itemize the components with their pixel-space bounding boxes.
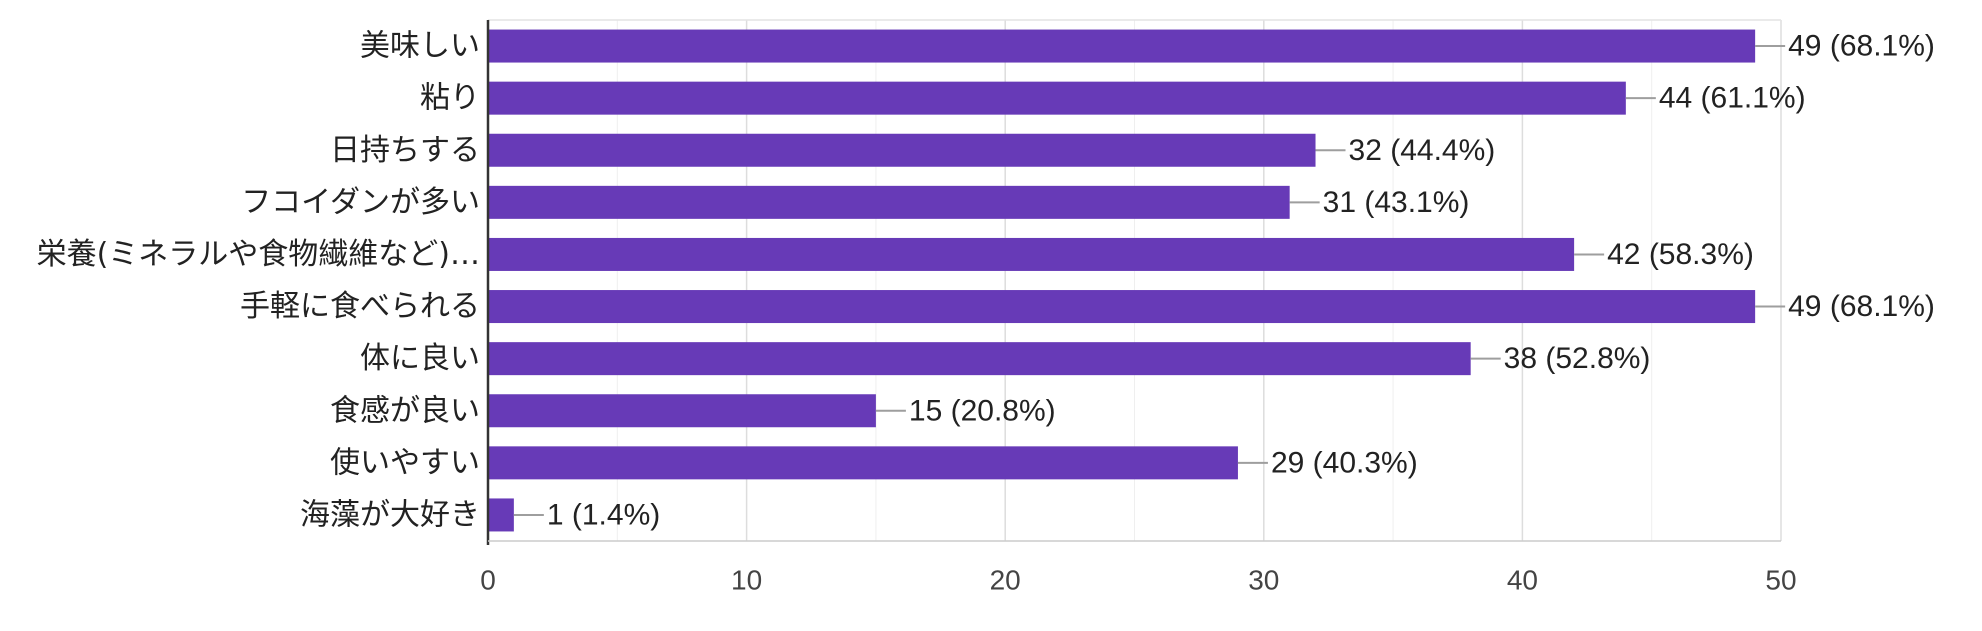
bar xyxy=(488,81,1626,115)
x-tick-label: 0 xyxy=(480,565,496,596)
category-label: 体に良い xyxy=(360,341,480,376)
bar xyxy=(488,498,514,532)
value-label: 32 (44.4%) xyxy=(1349,134,1496,167)
value-label: 1 (1.4%) xyxy=(547,498,660,531)
value-label: 44 (61.1%) xyxy=(1659,82,1806,115)
x-tick-label: 30 xyxy=(1248,565,1279,596)
bar xyxy=(488,29,1756,63)
category-label: 手軽に食べられる xyxy=(240,289,480,324)
x-tick-label: 40 xyxy=(1507,565,1538,596)
axes: 0 10 20 30 40 50 xyxy=(480,20,1797,596)
bar xyxy=(488,446,1238,480)
labels: 49 (68.1%) 美味しい 44 (61.1%) 粘り 32 (44.4%) 日持ちす… xyxy=(37,29,1935,533)
category-label: 使いやすい xyxy=(330,445,480,480)
category-label: 海藻が大好き xyxy=(300,497,480,532)
value-label: 49 (68.1%) xyxy=(1788,30,1935,63)
bar xyxy=(488,342,1471,376)
category-label: フコイダンが多い xyxy=(241,185,480,220)
bar xyxy=(488,133,1316,167)
category-label: 美味しい xyxy=(360,29,480,64)
x-tick-label: 20 xyxy=(990,565,1021,596)
value-label: 29 (40.3%) xyxy=(1271,446,1418,479)
category-label: 粘り xyxy=(420,81,480,116)
bar xyxy=(488,237,1575,271)
value-label: 15 (20.8%) xyxy=(909,394,1056,427)
value-label: 49 (68.1%) xyxy=(1788,290,1935,323)
category-label: 日持ちする xyxy=(330,133,480,168)
value-label: 38 (52.8%) xyxy=(1504,342,1651,375)
x-tick-label: 10 xyxy=(731,565,762,596)
bar xyxy=(488,394,876,428)
value-label: 42 (58.3%) xyxy=(1607,238,1754,271)
category-label: 栄養(ミネラルや食物繊維など)… xyxy=(37,237,480,272)
x-tick-label: 50 xyxy=(1765,565,1796,596)
value-label: 31 (43.1%) xyxy=(1323,186,1470,219)
category-label: 食感が良い xyxy=(330,393,480,428)
bar xyxy=(488,290,1756,324)
bars xyxy=(488,29,1756,532)
bar xyxy=(488,185,1290,219)
